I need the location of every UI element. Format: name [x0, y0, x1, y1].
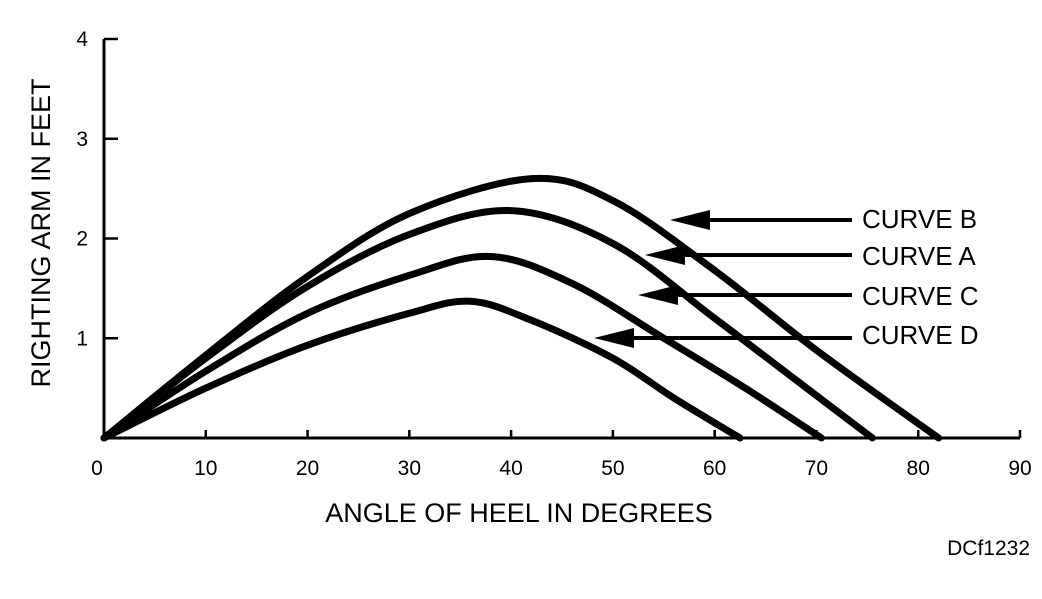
- curve-b-label: CURVE B: [862, 204, 977, 234]
- x-tick-label: 90: [1008, 457, 1031, 480]
- x-tick-label: 40: [499, 457, 522, 480]
- y-tick-label: 2: [76, 228, 88, 251]
- curve-a-line: [100, 207, 876, 442]
- y-tick-label: 4: [76, 28, 88, 51]
- y-ticks: 1 2 3 4: [76, 28, 118, 350]
- x-tick-label: 0: [91, 457, 103, 480]
- curve-b-line: [100, 174, 943, 442]
- y-tick-label: 1: [76, 327, 88, 350]
- curve-arrows: [594, 210, 852, 348]
- curve-c-arrow: [638, 285, 852, 305]
- x-tick-label: 10: [194, 457, 217, 480]
- curve-d-label: CURVE D: [862, 320, 979, 350]
- x-tick-label: 60: [703, 457, 726, 480]
- curve-a-arrow: [645, 245, 852, 265]
- x-tick-label: 50: [601, 457, 624, 480]
- curves: [100, 174, 943, 442]
- curve-c-label: CURVE C: [862, 281, 979, 311]
- axes: [102, 39, 1020, 440]
- x-tick-label: 30: [398, 457, 421, 480]
- x-tick-label: 20: [296, 457, 319, 480]
- y-tick-label: 3: [76, 128, 88, 151]
- curve-a-label: CURVE A: [862, 241, 976, 271]
- curve-b-arrow: [670, 210, 852, 230]
- curve-c-line: [100, 252, 825, 442]
- curve-d-arrow: [594, 328, 852, 348]
- x-tick-label: 80: [907, 457, 930, 480]
- x-ticks: 0 10 20 30 40 50 60 70 80 90: [91, 430, 1032, 480]
- x-tick-label: 70: [805, 457, 828, 480]
- figure-id: DCf1232: [947, 537, 1030, 560]
- y-axis-title: RIGHTING ARM IN FEET: [26, 78, 56, 387]
- x-axis-title: ANGLE OF HEEL IN DEGREES: [325, 498, 713, 528]
- curve-d-line: [100, 297, 744, 442]
